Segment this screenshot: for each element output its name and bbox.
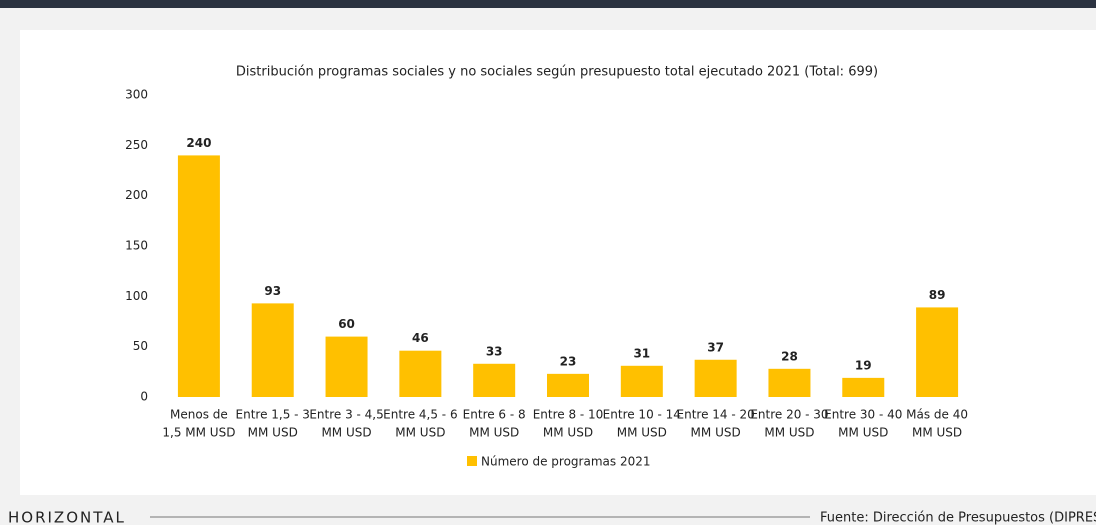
logo: HORIZONTAL [8, 509, 126, 525]
x-tick-label: Entre 20 - 30 [750, 408, 828, 422]
bar [620, 365, 663, 397]
value-label: 240 [186, 136, 211, 150]
x-tick-label: Entre 10 - 14 [603, 408, 681, 422]
chart-title: Distribución programas sociales y no soc… [236, 65, 878, 80]
source: Fuente: Dirección de Presupuestos (DIPRE… [820, 511, 1096, 525]
value-label: 28 [781, 349, 798, 363]
top-bar [0, 0, 1096, 8]
value-label: 23 [560, 354, 577, 368]
bar [325, 336, 368, 397]
value-label: 93 [264, 284, 281, 298]
x-tick-label: MM USD [321, 426, 371, 440]
legend-swatch [467, 456, 477, 466]
value-label: 31 [633, 346, 650, 360]
x-tick-label: Entre 4,5 - 6 [383, 408, 457, 422]
value-label: 33 [486, 344, 503, 358]
x-tick-label: MM USD [838, 426, 888, 440]
x-tick-label: MM USD [469, 426, 519, 440]
value-label: 89 [929, 288, 946, 302]
x-tick-label: MM USD [691, 426, 741, 440]
x-tick-label: Entre 14 - 20 [677, 408, 755, 422]
bar [694, 359, 737, 397]
value-label: 19 [855, 358, 872, 372]
x-tick-label: Entre 30 - 40 [824, 408, 902, 422]
y-tick-label: 300 [125, 88, 148, 102]
x-tick-label: Entre 3 - 4,5 [309, 408, 383, 422]
x-tick-label: MM USD [764, 426, 814, 440]
x-tick-label: Menos de [170, 408, 228, 422]
bar [916, 307, 959, 397]
bar [768, 368, 811, 397]
y-tick-label: 50 [133, 339, 148, 353]
y-tick-label: 100 [125, 289, 148, 303]
y-tick-label: 150 [125, 239, 148, 253]
value-label: 60 [338, 317, 355, 331]
y-tick-label: 250 [125, 138, 148, 152]
bar [177, 155, 220, 397]
x-tick-label: Entre 1,5 - 3 [236, 408, 310, 422]
y-tick-label: 200 [125, 188, 148, 202]
x-tick-label: Más de 40 [906, 408, 968, 422]
bar [251, 303, 294, 397]
bar [842, 377, 885, 397]
legend-label: Número de programas 2021 [481, 455, 650, 469]
y-tick-label: 0 [140, 390, 148, 404]
bar [399, 350, 442, 397]
x-tick-label: Entre 8 - 10 [533, 408, 604, 422]
x-tick-label: MM USD [543, 426, 593, 440]
x-tick-label: MM USD [617, 426, 667, 440]
x-tick-label: Entre 6 - 8 [463, 408, 526, 422]
value-label: 37 [707, 340, 724, 354]
bar [547, 373, 589, 397]
x-tick-label: 1,5 MM USD [162, 426, 235, 440]
x-tick-label: MM USD [912, 426, 962, 440]
x-tick-label: MM USD [248, 426, 298, 440]
value-label: 46 [412, 331, 429, 345]
bar [473, 363, 516, 397]
x-tick-label: MM USD [395, 426, 445, 440]
